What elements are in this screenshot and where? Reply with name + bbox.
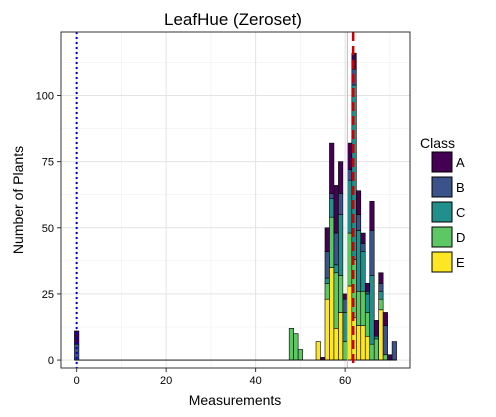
bar-A-57	[329, 142, 335, 194]
bar-E-63	[356, 325, 362, 361]
bar-E-68	[378, 309, 384, 361]
bar-C-61	[347, 179, 353, 234]
x-tick-label: 60	[339, 375, 351, 387]
bar-D-65	[364, 312, 371, 337]
bar-B-66	[369, 230, 375, 276]
bar-B-65	[364, 290, 371, 295]
bar-A-68	[378, 272, 384, 284]
bar-C-65	[364, 293, 371, 313]
bar-D-66	[369, 343, 375, 361]
x-axis-title: Measurements	[189, 392, 282, 408]
bar-D-58	[333, 272, 339, 329]
bar-C-64	[360, 251, 366, 292]
bar-B-59	[338, 193, 344, 215]
bar-B-57	[329, 193, 335, 199]
legend-swatch-C	[431, 201, 453, 223]
y-tick-label: 75	[42, 157, 54, 169]
bar-E-62	[351, 317, 357, 361]
bar-E-56	[324, 298, 330, 361]
bar-D-56	[324, 283, 330, 300]
bar-E-54	[315, 341, 321, 361]
bar-D-57	[329, 216, 335, 268]
bar-A-65	[364, 283, 371, 292]
legend-label-B: B	[456, 180, 465, 195]
bar-C-60	[342, 312, 348, 342]
bar-B-61	[347, 169, 353, 181]
bar-E-64	[360, 325, 366, 361]
bar-B-71	[391, 341, 397, 361]
bar-B-69	[382, 325, 388, 356]
y-axis-title: Number of Plants	[10, 146, 26, 254]
bar-E-57	[329, 267, 335, 361]
bar-B-58	[333, 232, 339, 266]
bar-E-58	[333, 328, 339, 361]
chart-title: LeafHue (Zeroset)	[164, 10, 302, 29]
bar-A-58	[333, 185, 339, 234]
bar-C-58	[333, 264, 339, 274]
legend-swatch-E	[431, 251, 453, 273]
bar-A-70	[387, 354, 393, 361]
bar-A-59	[338, 161, 344, 194]
reference-lines	[75, 32, 355, 368]
bar-A-61	[347, 142, 353, 170]
legend-swatch-D	[431, 226, 453, 248]
x-tick-label: 20	[160, 375, 172, 387]
bar-D-67	[373, 338, 379, 361]
bar-E-61	[347, 285, 353, 361]
y-tick-label: 50	[42, 223, 54, 235]
legend-label-E: E	[456, 255, 465, 270]
bar-D-49	[293, 333, 299, 361]
bar-D-48	[288, 328, 294, 361]
legend-title: Class	[420, 135, 455, 151]
bar-B-68	[378, 283, 384, 292]
y-axis: 0 25 50 75 100	[36, 90, 61, 367]
bar-A-64	[360, 232, 366, 244]
y-tick-label: 25	[42, 289, 54, 301]
legend-label-D: D	[456, 230, 465, 245]
bar-D-50	[297, 349, 303, 361]
bar-E-59	[338, 312, 344, 361]
bar-D-69	[382, 354, 388, 361]
bar-D-64	[360, 290, 366, 326]
x-axis: 0 20 40 60	[74, 368, 351, 387]
bar-A-56	[324, 227, 330, 252]
legend-label-A: A	[456, 155, 465, 170]
bar-C-63	[356, 230, 362, 292]
bar-A-67	[373, 320, 379, 337]
x-tick-label: 0	[74, 375, 80, 387]
legend-label-C: C	[456, 205, 465, 220]
bar-E-65	[364, 335, 371, 361]
bar-C-67	[373, 335, 379, 340]
bar-C-59	[338, 214, 344, 276]
bar-D-60	[342, 341, 348, 361]
bar-A-60	[342, 293, 348, 300]
bar-C-56	[324, 277, 330, 284]
legend-swatch-B	[431, 176, 453, 198]
bar-C-66	[369, 275, 375, 345]
bar-B-56	[324, 251, 330, 279]
bar-D-61	[347, 232, 353, 287]
bar-A-69	[382, 312, 388, 326]
y-tick-label: 0	[48, 355, 54, 367]
legend-swatch-A	[431, 151, 453, 173]
bar-B-64	[360, 243, 366, 252]
bar-C-57	[329, 198, 335, 218]
bar-B-63	[356, 214, 362, 231]
y-tick-label: 100	[36, 90, 54, 102]
bar-B-60	[342, 298, 348, 313]
bar-C-68	[378, 290, 384, 300]
bar-A-63	[356, 190, 362, 215]
plot-panel-border	[60, 31, 411, 369]
bar-A-66	[369, 201, 375, 231]
bar-D-63	[356, 290, 362, 326]
bar-D-68	[378, 298, 384, 311]
x-tick-label: 40	[250, 375, 262, 387]
bar-D-59	[338, 275, 344, 313]
